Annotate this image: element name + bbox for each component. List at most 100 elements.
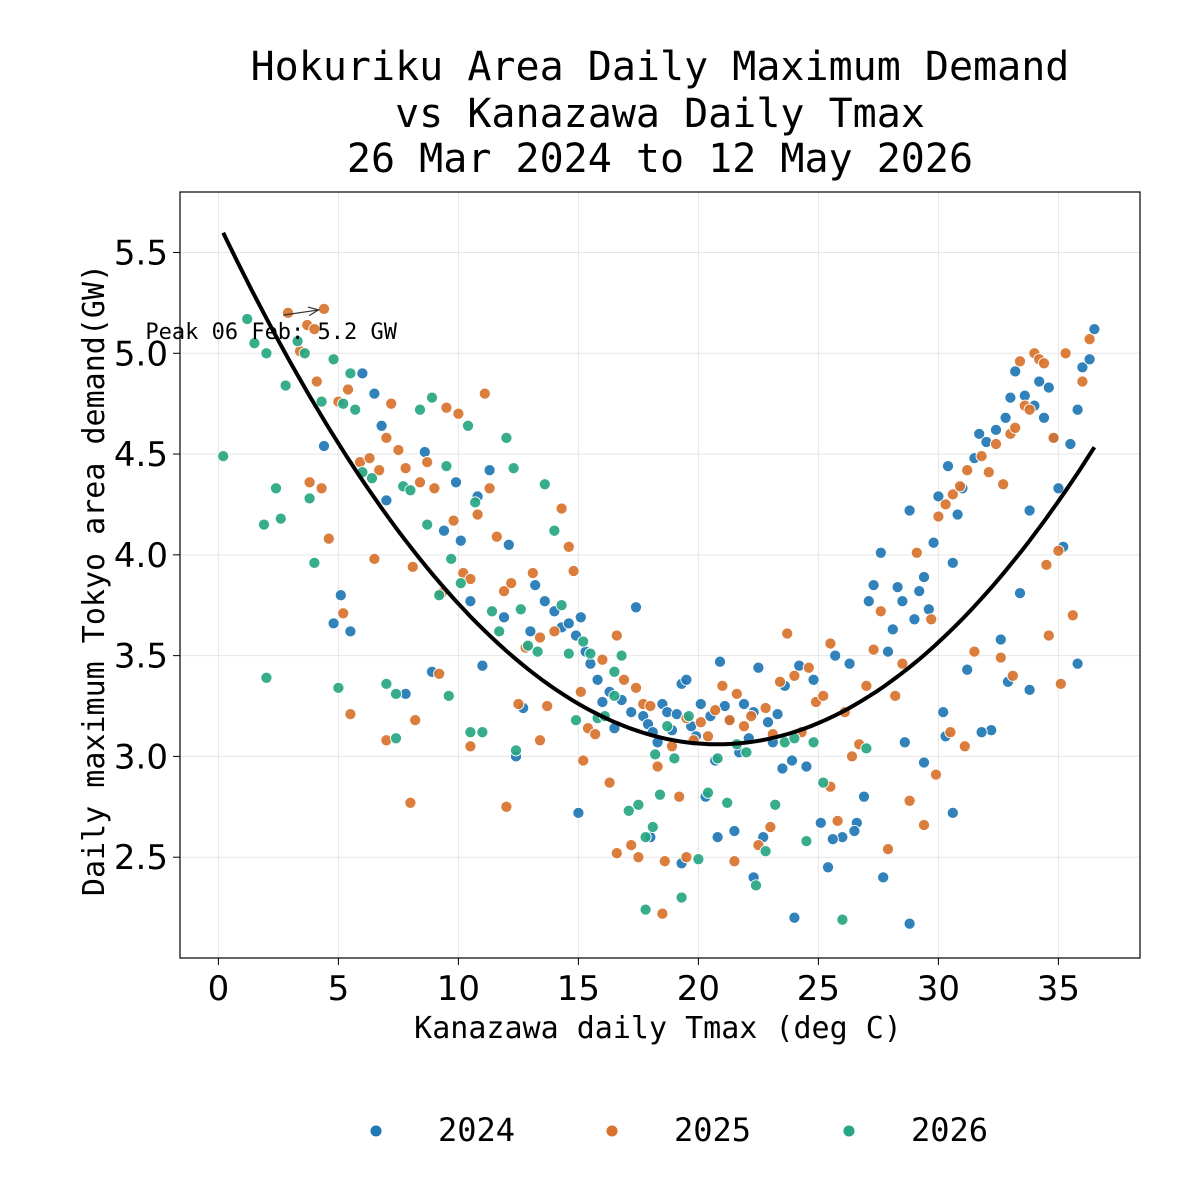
data-point [437,524,451,537]
data-point [694,697,707,711]
data-point [529,579,542,592]
data-point [315,482,328,495]
data-point [322,532,335,545]
data-point [1023,683,1036,696]
data-point [533,631,547,644]
data-point [1004,391,1017,404]
data-point [848,824,861,838]
data-point [493,625,506,638]
data-point [524,625,537,638]
data-point [649,748,662,761]
data-point [1052,482,1065,495]
data-point [440,460,453,473]
data-point [315,395,328,408]
data-point [380,494,393,507]
data-point [1023,403,1036,416]
data-point [881,843,895,856]
data-point [829,649,842,662]
data-point [241,312,254,326]
data-point [413,403,427,416]
data-point [433,589,446,602]
data-point [994,633,1007,646]
data-point [653,788,667,801]
x-tick-label: 25 [797,969,840,1009]
legend-label-2024: 2024 [438,1111,515,1149]
data-point [1052,544,1065,557]
data-point [644,699,657,713]
chart-title-line-1: Hokuriku Area Daily Maximum Demand [251,44,1070,90]
scatter-points [217,302,1101,930]
data-point [274,512,287,525]
data-point [622,804,635,817]
data-point [917,818,931,832]
data-point [260,347,273,360]
data-point [941,460,955,473]
data-point [476,726,489,739]
data-point [836,913,849,926]
data-point [785,754,799,767]
y-tick-label: 2.5 [114,838,168,878]
data-point [917,756,931,769]
data-point [310,375,323,388]
data-point [961,464,974,477]
data-point [891,581,904,594]
data-point [896,657,909,670]
data-point [694,716,707,729]
data-point [502,538,515,551]
data-point [260,671,273,684]
data-point [701,730,715,743]
data-point [932,490,945,503]
data-point [771,708,784,721]
data-point [281,306,295,319]
data-point [591,673,604,686]
data-point [464,740,477,753]
data-point [728,824,741,838]
data-point [413,476,427,489]
data-point [629,681,643,694]
data-point [526,566,539,580]
data-point [1076,361,1089,374]
plot-area-frame [179,191,1141,959]
data-point [759,701,772,715]
data-point [961,663,974,676]
data-point [562,617,575,630]
data-point [574,685,587,698]
data-point [385,397,398,410]
data-point [603,776,616,789]
data-point [1018,389,1031,402]
data-point [555,599,568,612]
data-point [1037,411,1051,424]
data-point [363,452,376,465]
data-point [308,556,321,569]
data-point [610,629,623,642]
data-point [817,776,830,789]
data-point [886,623,899,636]
data-point [1064,437,1077,451]
data-point [478,387,491,400]
data-point [826,833,839,846]
data-point [927,536,940,549]
data-point [1042,381,1055,394]
data-point [548,524,561,537]
data-point [440,401,453,414]
annotation-arrow-head [307,306,321,317]
data-point [500,800,513,813]
data-point [269,482,283,495]
data-point [680,851,693,864]
fit-curve [221,231,1097,747]
data-point [608,665,621,678]
data-point [617,673,631,686]
y-tick-label: 3.5 [114,637,168,677]
data-point [730,687,743,700]
data-point [903,504,916,517]
data-point [509,744,523,757]
data-point [428,482,441,495]
data-point [389,687,403,700]
y-tick-label: 4.0 [114,536,168,576]
data-point [946,556,959,569]
data-point [625,839,638,852]
data-point [639,903,652,916]
data-point [490,530,503,543]
data-point [701,786,715,799]
data-point [418,445,431,459]
